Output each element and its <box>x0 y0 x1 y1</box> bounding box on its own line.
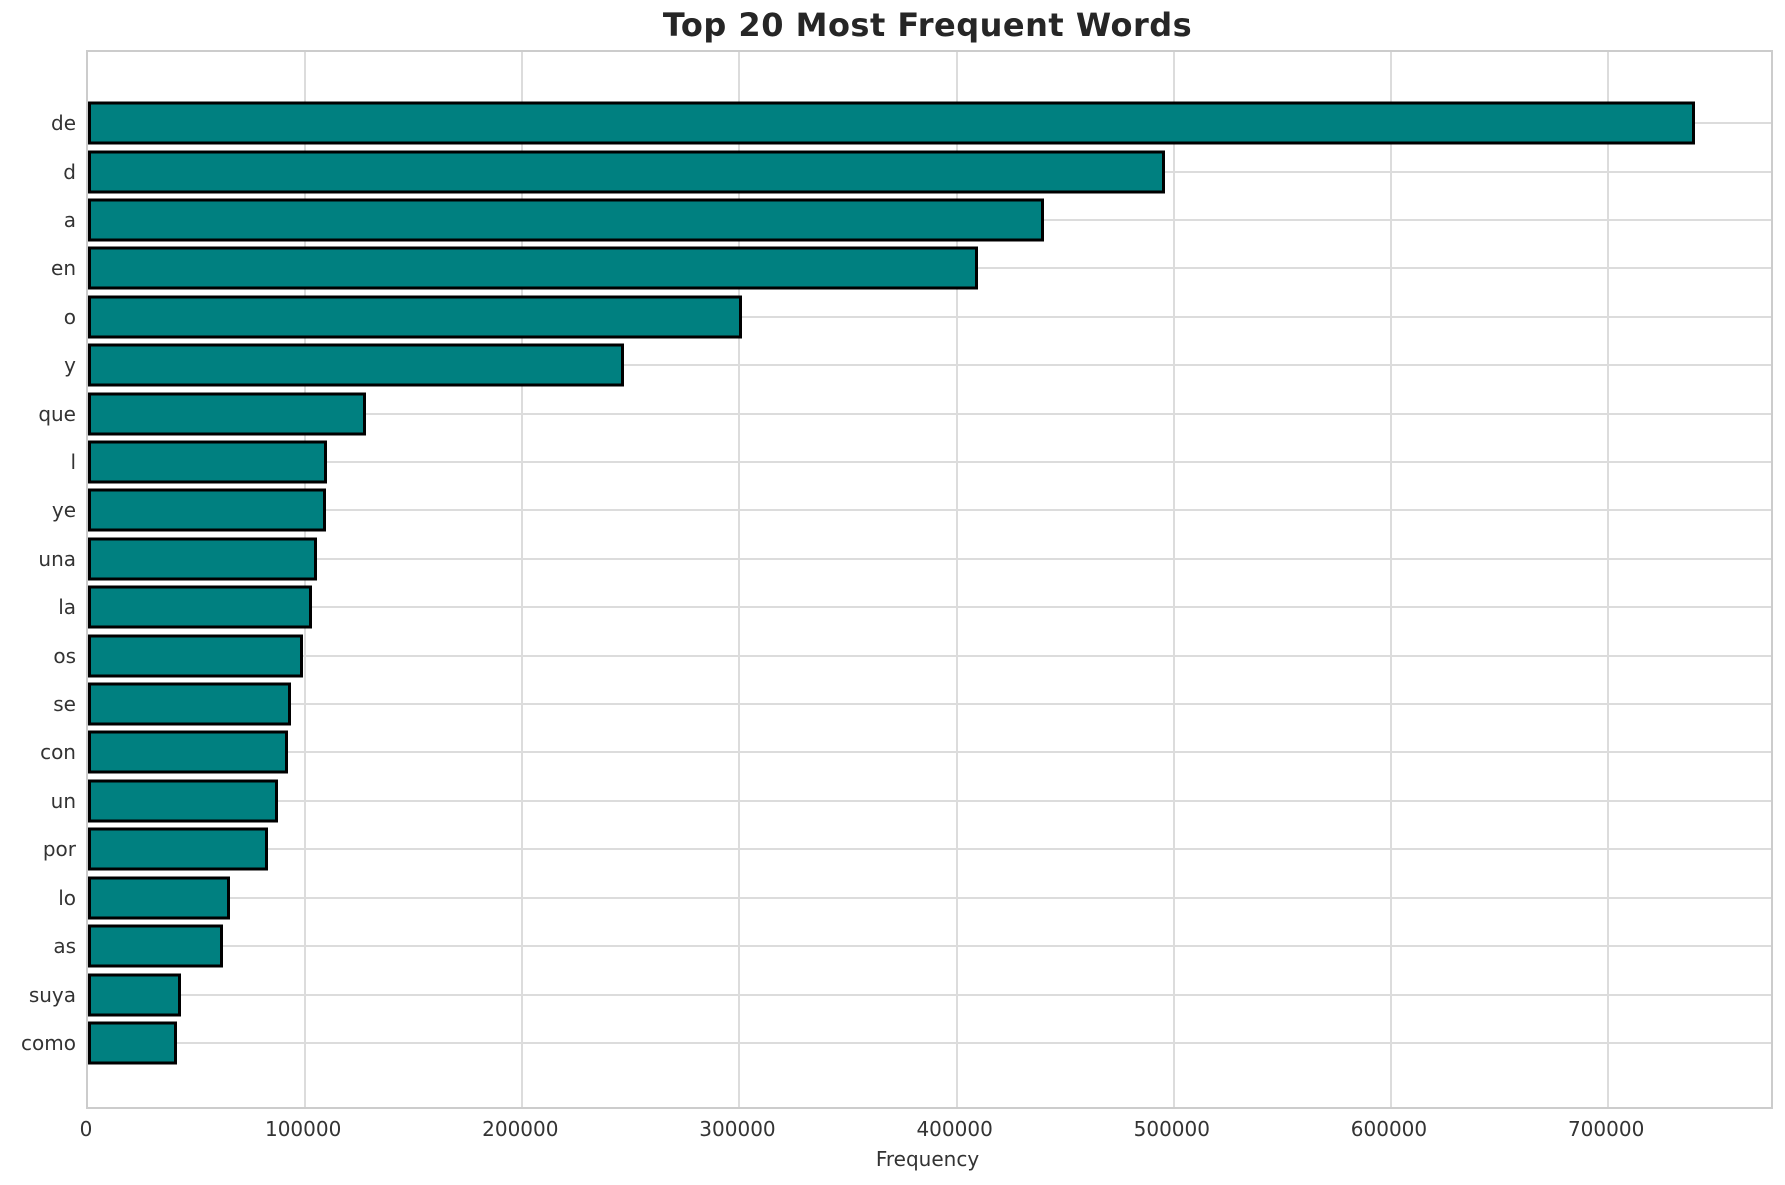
chart-row: por <box>43 825 1771 873</box>
gridline-horizontal <box>88 412 1771 415</box>
bar-con <box>88 730 288 774</box>
bar-ye <box>88 488 326 532</box>
gridline-vertical <box>1172 52 1175 1107</box>
y-tick-label: suya <box>28 982 76 1007</box>
gridline-horizontal <box>88 509 1771 512</box>
x-tick-label: 400000 <box>916 1117 993 1141</box>
bar-un <box>88 779 279 823</box>
x-axis-label: Frequency <box>875 1147 980 1171</box>
bar-suya <box>88 973 182 1017</box>
bar-o <box>88 295 742 339</box>
gridline-horizontal <box>88 703 1771 706</box>
bar-lo <box>88 876 231 920</box>
gridline-horizontal <box>88 461 1771 464</box>
gridline-horizontal <box>88 945 1771 948</box>
gridline-vertical <box>738 52 741 1107</box>
chart-row: un <box>51 777 1771 825</box>
y-tick-label: como <box>21 1030 76 1055</box>
chart-title: Top 20 Most Frequent Words <box>662 6 1193 44</box>
x-tick-label: 200000 <box>482 1117 559 1141</box>
chart-row: o <box>64 293 1771 341</box>
chart-row: una <box>38 535 1771 583</box>
y-tick-label: a <box>63 208 76 233</box>
x-tick-label: 600000 <box>1350 1117 1428 1141</box>
x-tick-label: 0 <box>79 1117 93 1141</box>
chart-row: os <box>53 631 1771 679</box>
bar-y <box>88 343 625 387</box>
chart-row: que <box>38 389 1771 437</box>
y-tick-label: y <box>64 353 76 378</box>
x-tick-label: 500000 <box>1133 1117 1210 1141</box>
plot-area: de d a en o y que l ye una la os se con un por lo as suya c… <box>21 50 1773 1109</box>
bar-a <box>88 198 1044 242</box>
chart-row: se <box>53 680 1771 728</box>
gridline-horizontal <box>88 1041 1771 1044</box>
y-tick-label: o <box>63 304 76 329</box>
bar-as <box>88 924 223 968</box>
y-tick-label: os <box>53 643 76 668</box>
y-tick-label: en <box>51 256 76 281</box>
chart-row: en <box>51 244 1771 292</box>
chart-row: como <box>21 1019 1771 1067</box>
chart-row: la <box>58 583 1771 631</box>
gridline-vertical <box>1607 52 1610 1107</box>
y-tick-label: un <box>50 788 76 813</box>
gridline-vertical <box>1389 52 1392 1107</box>
bar-una <box>88 537 318 581</box>
y-tick-label: l <box>70 450 76 475</box>
gridline-horizontal <box>88 557 1771 560</box>
y-tick-label: se <box>53 692 76 717</box>
gridline-horizontal <box>88 799 1771 802</box>
y-tick-label: ye <box>51 498 76 523</box>
y-tick-label: por <box>42 837 76 862</box>
y-tick-label: as <box>53 934 76 959</box>
bar-os <box>88 634 303 678</box>
gridline-horizontal <box>88 606 1771 609</box>
y-tick-label: una <box>38 546 76 571</box>
gridline-horizontal <box>88 315 1771 318</box>
y-tick-label: que <box>38 401 76 426</box>
y-tick-label: con <box>40 740 76 765</box>
gridline-horizontal <box>88 364 1771 367</box>
y-tick-label: d <box>63 159 76 184</box>
bar-rows: de d a en o y que l ye una la os se con un por lo as suya c… <box>21 52 1771 1107</box>
bar-la <box>88 585 312 629</box>
bar-se <box>88 682 292 726</box>
chart-row: con <box>40 728 1771 776</box>
chart-row: suya <box>29 970 1771 1018</box>
bar-como <box>88 1021 178 1065</box>
gridline-horizontal <box>88 993 1771 996</box>
chart-row: as <box>53 922 1771 970</box>
x-tick-label: 300000 <box>699 1117 776 1141</box>
chart-row: d <box>63 147 1771 195</box>
bar-por <box>88 827 269 871</box>
gridline-horizontal <box>88 654 1771 657</box>
x-tick-label: 700000 <box>1567 1117 1645 1141</box>
y-tick-label: la <box>58 595 76 620</box>
chart-row: l <box>70 438 1771 486</box>
bar-en <box>88 246 979 290</box>
y-tick-label: lo <box>58 885 76 910</box>
bar-d <box>88 150 1166 194</box>
chart-row: lo <box>58 874 1771 922</box>
x-tick-label: 100000 <box>264 1117 342 1141</box>
gridline-vertical <box>955 52 958 1107</box>
gridline-horizontal <box>88 896 1771 899</box>
gridline-vertical <box>521 52 524 1107</box>
bar-de <box>88 101 1695 145</box>
gridline-horizontal <box>88 848 1771 851</box>
chart-row: a <box>64 196 1771 244</box>
chart-row: y <box>64 341 1771 389</box>
chart-row: de <box>51 99 1771 147</box>
bar-l <box>88 440 327 484</box>
chart-row: ye <box>52 486 1771 534</box>
y-tick-label: de <box>51 111 76 136</box>
bar-que <box>88 392 366 436</box>
gridline-horizontal <box>88 751 1771 754</box>
